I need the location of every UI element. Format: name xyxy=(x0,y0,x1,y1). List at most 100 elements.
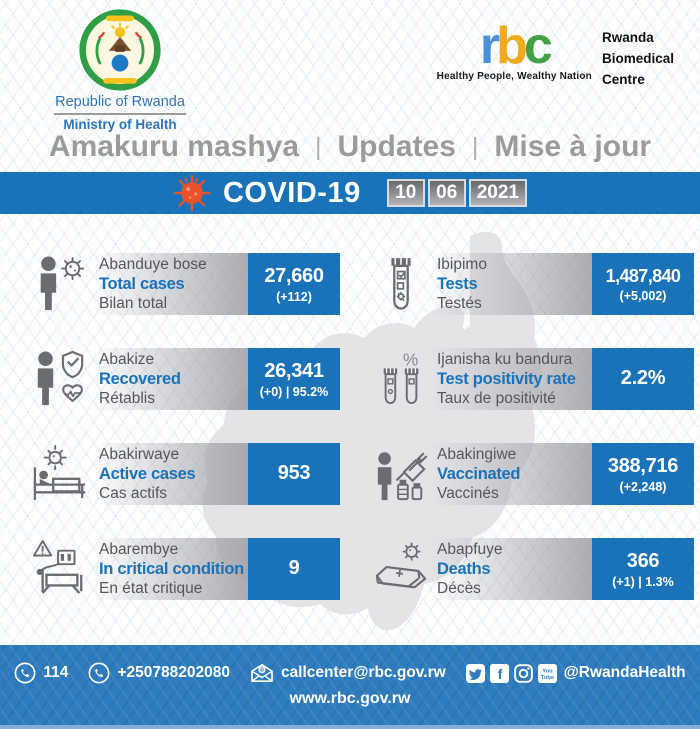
email-icon: @ xyxy=(250,663,274,683)
stat-labels: Abakirwaye Active cases Cas actifs xyxy=(92,443,248,505)
instagram-icon[interactable] xyxy=(513,663,533,683)
label-french: Bilan total xyxy=(99,295,168,313)
label-kinyarwanda: Ijanisha ku bandura xyxy=(437,350,573,368)
label-french: Testés xyxy=(437,295,482,313)
stats-column-left: Abanduye bose Total cases Bilan total 27… xyxy=(28,253,340,633)
hotline-contact[interactable]: 114 xyxy=(14,662,68,684)
stat-value-box: 26,341 (+0) | 95.2% xyxy=(248,348,340,410)
date-day: 10 xyxy=(386,179,425,207)
rbc-name-line3: Centre xyxy=(601,71,645,87)
stat-value: 366 xyxy=(626,549,660,572)
svg-text:@: @ xyxy=(259,668,264,674)
label-french: Décès xyxy=(437,580,481,598)
rbc-letters: rbc xyxy=(437,20,592,72)
facebook-icon[interactable]: f xyxy=(489,663,509,683)
stat-deaths: Abapfuye Deaths Décès 366 (+1) | 1.3% xyxy=(372,538,694,600)
stats-column-right: Ibipimo Tests Testés 1,487,840 (+5,002) … xyxy=(372,253,694,633)
label-english: Total cases xyxy=(99,274,185,293)
social-handle[interactable]: @RwandaHealth xyxy=(563,664,686,681)
email-address[interactable]: callcenter@rbc.gov.rw xyxy=(280,664,446,681)
label-english: Recovered xyxy=(99,369,181,388)
patient-in-bed-icon xyxy=(28,443,92,505)
email-contact[interactable]: @ callcenter@rbc.gov.rw xyxy=(250,663,446,683)
twitter-icon[interactable] xyxy=(465,663,485,683)
updates-title-bar: Amakuru mashya | Updates | Mise à jour xyxy=(0,122,700,172)
shield-check-heart-icon xyxy=(28,348,92,410)
label-french: Cas actifs xyxy=(99,485,168,503)
label-kinyarwanda: Abarembye xyxy=(99,540,179,558)
stat-delta: (+0) | 95.2% xyxy=(259,384,329,399)
footer: 114 +250788202080 @ callcenter@rbc.gov. xyxy=(0,645,700,725)
youtube-icon[interactable]: You Tube xyxy=(537,663,557,683)
rbc-name-line1: Rwanda xyxy=(601,30,654,45)
critical-care-bed-icon xyxy=(28,538,92,600)
vaccination-syringe-icon xyxy=(372,443,430,505)
date-month: 06 xyxy=(427,179,466,207)
label-french: Rétablis xyxy=(99,390,155,408)
stat-positivity-rate: % Ijanisha ku bandura Test positivit xyxy=(372,348,694,410)
stat-value: 2.2% xyxy=(620,366,666,389)
phone-contact[interactable]: +250788202080 xyxy=(88,662,230,684)
stat-labels: Abakingiwe Vaccinated Vaccinés xyxy=(430,443,592,505)
percent-test-tubes-icon: % xyxy=(372,348,430,410)
stat-value-box: 388,716 (+2,248) xyxy=(592,443,694,505)
label-english: Tests xyxy=(437,274,478,293)
website-url[interactable]: www.rbc.gov.rw xyxy=(289,690,411,707)
label-english: Active cases xyxy=(99,464,196,483)
label-kinyarwanda: Abakize xyxy=(99,350,155,368)
ministry-of-health-logo: Republic of Rwanda Ministry of Health xyxy=(40,8,200,132)
date-year: 2021 xyxy=(468,179,528,207)
covid19-banner: COVID-19 10 06 2021 xyxy=(0,172,700,214)
stat-value-box: 366 (+1) | 1.3% xyxy=(592,538,694,600)
svg-text:You: You xyxy=(542,668,553,674)
stat-labels: Ijanisha ku bandura Test positivity rate… xyxy=(430,348,592,410)
title-separator: | xyxy=(315,132,322,161)
social-media: f You Tube xyxy=(465,663,686,683)
label-kinyarwanda: Abanduye bose xyxy=(99,255,207,273)
stat-delta: (+5,002) xyxy=(619,288,667,303)
label-english: Test positivity rate xyxy=(437,369,576,388)
stat-value-box: 953 xyxy=(248,443,340,505)
phone-icon xyxy=(88,662,110,684)
stat-active-cases: Abakirwaye Active cases Cas actifs 953 xyxy=(28,443,340,505)
stat-total-cases: Abanduye bose Total cases Bilan total 27… xyxy=(28,253,340,315)
stat-value-box: 2.2% xyxy=(592,348,694,410)
logo-divider xyxy=(54,113,186,115)
rbc-name-line2: Biomedical xyxy=(601,50,674,66)
coronavirus-icon xyxy=(173,174,211,212)
covid19-title: COVID-19 xyxy=(222,176,361,209)
rbc-letter-r: r xyxy=(479,17,500,75)
stat-delta: (+2,248) xyxy=(619,479,667,494)
stat-value-box: 9 xyxy=(248,538,340,600)
label-english: In critical condition xyxy=(99,559,244,578)
stat-delta: (+1) | 1.3% xyxy=(612,574,674,589)
phone-icon xyxy=(14,662,36,684)
stat-value: 1,487,840 xyxy=(605,265,681,286)
stat-value-box: 1,487,840 (+5,002) xyxy=(592,253,694,315)
stat-recovered: Abakize Recovered Rétablis 26,341 (+0) |… xyxy=(28,348,340,410)
test-tube-icon xyxy=(372,253,430,315)
title-english: Updates xyxy=(337,130,456,163)
stat-value: 953 xyxy=(277,461,311,484)
header: Republic of Rwanda Ministry of Health rb… xyxy=(0,0,700,132)
coffin-virus-icon xyxy=(372,538,430,600)
label-english: Deaths xyxy=(437,559,491,578)
stat-labels: Ibipimo Tests Testés xyxy=(430,253,592,315)
label-english: Vaccinated xyxy=(437,464,521,483)
stat-tests: Ibipimo Tests Testés 1,487,840 (+5,002) xyxy=(372,253,694,315)
phone-number[interactable]: +250788202080 xyxy=(117,664,230,681)
label-kinyarwanda: Abakirwaye xyxy=(99,445,180,463)
rbc-name: Rwanda Biomedical Centre xyxy=(602,28,674,91)
stat-value: 388,716 xyxy=(607,454,679,477)
ministry-of-health-label: Ministry of Health xyxy=(63,117,177,132)
hotline-number[interactable]: 114 xyxy=(43,664,69,681)
stat-vaccinated: Abakingiwe Vaccinated Vaccinés 388,716 (… xyxy=(372,443,694,505)
report-date: 10 06 2021 xyxy=(386,179,528,207)
label-french: Vaccinés xyxy=(437,485,499,503)
label-french: En état critique xyxy=(99,580,203,598)
stat-labels: Abakize Recovered Rétablis xyxy=(92,348,248,410)
republic-of-rwanda-label: Republic of Rwanda xyxy=(55,94,185,110)
label-kinyarwanda: Abapfuye xyxy=(437,540,503,558)
title-french: Mise à jour xyxy=(494,130,652,163)
rwanda-coat-of-arms-icon xyxy=(40,8,200,92)
